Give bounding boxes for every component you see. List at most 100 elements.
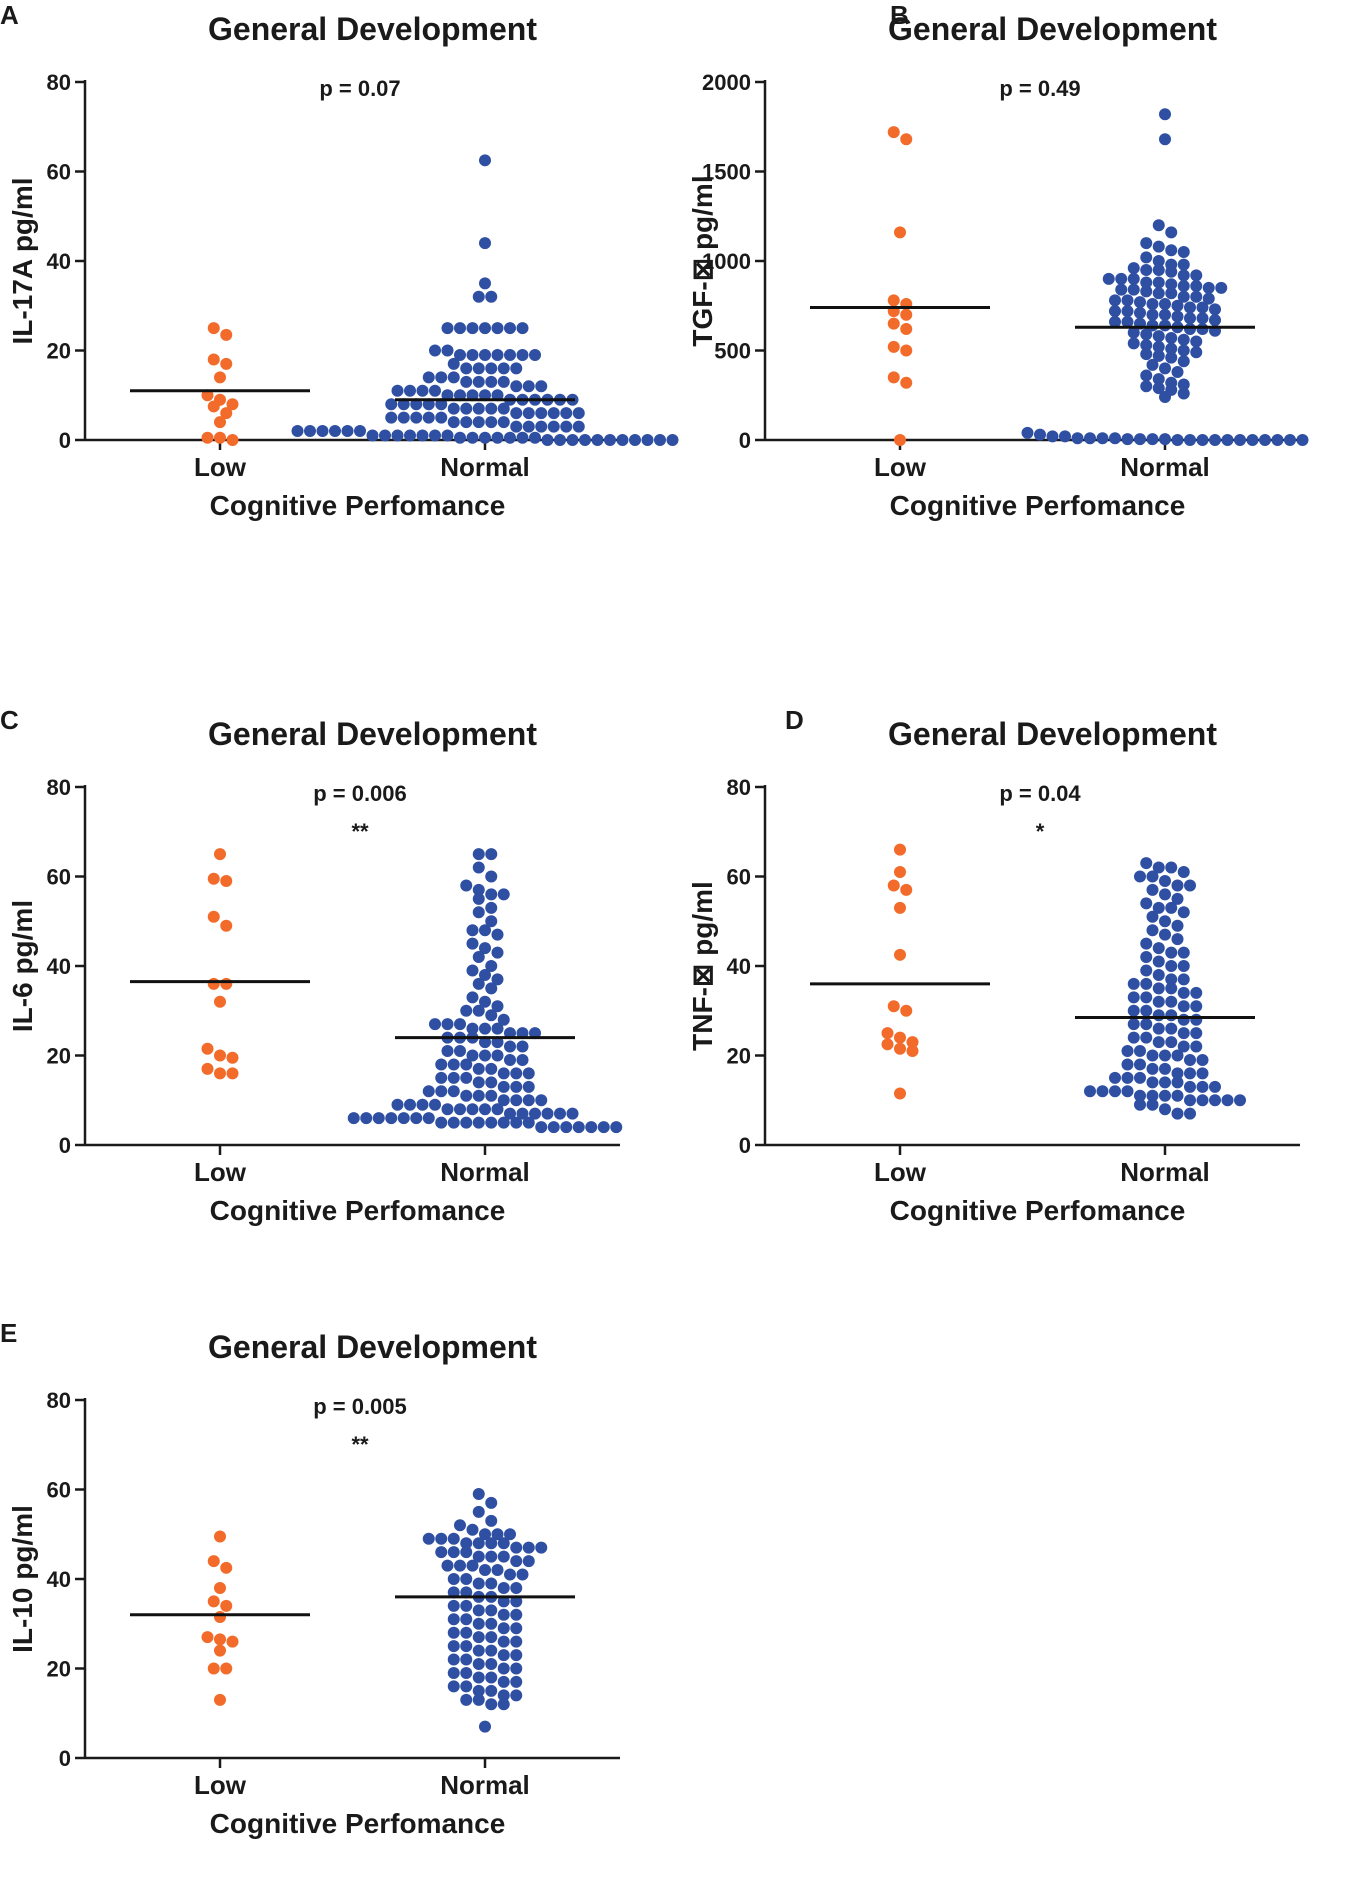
data-point-normal — [472, 1577, 485, 1590]
data-point-normal — [1146, 308, 1159, 321]
data-point-normal — [510, 1581, 523, 1594]
data-point-normal — [491, 1564, 504, 1577]
data-point-normal — [1134, 870, 1146, 883]
data-point-normal — [1140, 1004, 1153, 1017]
panel-letter: C — [0, 705, 19, 735]
data-point-normal — [485, 1604, 498, 1617]
data-point-normal — [1134, 433, 1146, 446]
data-point-normal — [1196, 1080, 1209, 1093]
data-point-normal — [1209, 314, 1221, 327]
data-point-normal — [1202, 281, 1215, 294]
data-point-normal — [485, 1116, 498, 1129]
y-axis-label: TGF-⊠ pg/ml — [687, 175, 718, 346]
data-point-normal — [1159, 1062, 1171, 1075]
data-point-normal — [1190, 290, 1203, 303]
data-point-normal — [560, 420, 573, 433]
data-point-normal — [1190, 986, 1203, 999]
x-axis-label: Cognitive Perfomance — [210, 1195, 506, 1226]
data-point-normal — [1140, 977, 1153, 990]
y-tick-label: 80 — [47, 70, 71, 95]
data-point-low — [214, 848, 226, 861]
data-point-low — [900, 308, 913, 321]
data-point-normal — [1152, 1036, 1165, 1049]
data-point-normal — [497, 1635, 510, 1648]
data-point-normal — [435, 1085, 448, 1098]
data-point-normal — [479, 154, 491, 167]
data-point-normal — [485, 1550, 498, 1563]
data-point-normal — [510, 362, 523, 375]
data-point-normal — [1127, 1018, 1140, 1031]
data-point-normal — [485, 1089, 498, 1102]
y-tick-label: 40 — [47, 954, 71, 979]
p-value-label: p = 0.49 — [999, 76, 1080, 101]
x-axis-label: Cognitive Perfomance — [890, 1195, 1186, 1226]
data-point-low — [887, 126, 900, 139]
data-point-normal — [504, 1040, 516, 1053]
data-point-normal — [460, 362, 473, 375]
data-point-low — [207, 353, 220, 366]
data-point-normal — [541, 1107, 554, 1120]
data-point-normal — [1190, 346, 1203, 359]
data-point-normal — [479, 1049, 491, 1062]
data-point-normal — [466, 937, 479, 950]
data-point-normal — [1184, 323, 1196, 336]
data-point-low — [207, 400, 220, 413]
data-point-normal — [1152, 263, 1165, 276]
data-point-normal — [510, 1541, 523, 1554]
data-point-low — [900, 323, 913, 336]
data-point-normal — [516, 1107, 529, 1120]
y-axis-label: IL-6 pg/ml — [7, 900, 38, 1032]
data-point-normal — [1152, 373, 1165, 386]
data-point-normal — [441, 429, 454, 442]
data-point-normal — [1159, 108, 1171, 121]
data-point-low — [894, 866, 906, 879]
data-point-normal — [1102, 272, 1115, 285]
data-point-low — [226, 1067, 239, 1080]
data-point-normal — [522, 1541, 535, 1554]
data-point-normal — [1165, 287, 1178, 300]
chart-panel-e: E General Development p = 0.005 ** IL-10 pg… — [0, 1318, 680, 1878]
data-point-normal — [1177, 986, 1190, 999]
data-point-normal — [1165, 982, 1178, 995]
data-point-low — [207, 910, 220, 923]
data-point-normal — [1190, 1013, 1203, 1026]
data-point-normal — [472, 362, 485, 375]
data-point-low — [201, 1062, 214, 1075]
data-point-normal — [460, 879, 473, 892]
chart-title: General Development — [888, 11, 1217, 47]
data-point-normal — [1171, 919, 1184, 932]
data-point-normal — [447, 371, 460, 384]
data-point-normal — [485, 901, 498, 914]
data-point-normal — [522, 1080, 535, 1093]
data-point-normal — [435, 1532, 448, 1545]
data-point-low — [220, 977, 233, 990]
data-point-normal — [497, 1581, 510, 1594]
data-point-normal — [1140, 276, 1153, 289]
y-tick-label: 500 — [714, 339, 751, 364]
data-point-low — [887, 371, 900, 384]
data-point-low — [881, 1027, 894, 1040]
data-point-normal — [491, 1528, 504, 1541]
data-point-normal — [460, 1004, 473, 1017]
data-point-low — [214, 995, 226, 1008]
data-point-normal — [485, 362, 498, 375]
chart-panel-b: B General Development p = 0.49 TGF-⊠ pg/ml… — [680, 0, 1360, 560]
data-point-normal — [1140, 937, 1153, 950]
data-point-normal — [454, 1559, 466, 1572]
data-point-normal — [1165, 946, 1178, 959]
data-point-normal — [1209, 434, 1221, 446]
data-point-low — [900, 133, 913, 146]
data-point-normal — [472, 1658, 485, 1671]
data-point-normal — [291, 425, 304, 438]
data-point-normal — [466, 1022, 479, 1035]
data-point-low — [887, 317, 900, 330]
data-point-normal — [1152, 995, 1165, 1008]
data-point-normal — [1084, 1085, 1096, 1098]
data-point-normal — [447, 1573, 460, 1585]
data-point-normal — [1177, 960, 1190, 972]
chart-title: General Development — [208, 1329, 537, 1365]
data-point-normal — [404, 384, 416, 397]
chart-panel-c: C General Development p = 0.006 ** IL-6 pg/… — [0, 705, 680, 1265]
data-point-normal — [385, 1112, 398, 1125]
data-point-normal — [1184, 301, 1196, 314]
